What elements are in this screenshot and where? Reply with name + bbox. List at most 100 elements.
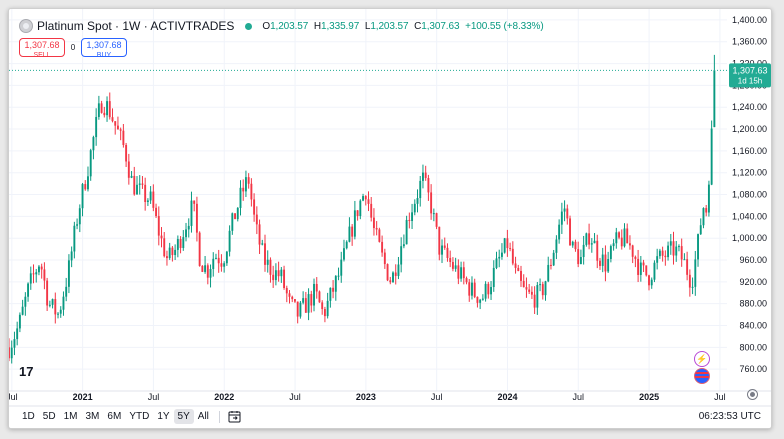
tradingview-logo[interactable]: 17 [19,364,34,379]
candle-body[interactable] [198,232,201,266]
range-1y[interactable]: 1Y [157,411,170,422]
candle-body[interactable] [70,251,73,261]
candle-body[interactable] [125,144,128,162]
candle-body[interactable] [122,130,125,145]
candle-body[interactable] [514,263,517,268]
buy-button[interactable]: 1,307.68 BUY [81,38,127,59]
candle-body[interactable] [699,225,702,235]
calendar-goto-icon[interactable] [228,410,241,423]
candle-body[interactable] [187,225,190,230]
candle-body[interactable] [204,265,207,272]
candle-body[interactable] [691,286,694,288]
candle-body[interactable] [114,121,117,126]
candle-body[interactable] [416,198,419,204]
candle-body[interactable] [411,212,414,221]
candle-body[interactable] [111,117,114,122]
candle-body[interactable] [166,256,168,259]
candle-body[interactable] [710,128,713,185]
candle-body[interactable] [73,225,76,252]
candle-body[interactable] [372,217,375,229]
candle-body[interactable] [422,172,424,181]
candle-body[interactable] [446,247,449,258]
candle-body[interactable] [555,239,558,253]
candle-body[interactable] [702,208,705,226]
candle-body[interactable] [65,286,68,297]
candle-body[interactable] [495,258,498,268]
candle-body[interactable] [389,280,392,283]
candle-body[interactable] [244,177,247,192]
candle-body[interactable] [669,241,672,246]
candle-body[interactable] [451,261,454,269]
candle-body[interactable] [552,252,555,266]
candle-body[interactable] [678,246,680,248]
candle-body[interactable] [89,150,92,177]
candle-body[interactable] [536,285,539,308]
candle-body[interactable] [400,246,403,265]
candle-body[interactable] [517,267,520,271]
candle-body[interactable] [152,191,155,208]
candle-body[interactable] [569,218,571,246]
candle-body[interactable] [476,296,479,303]
candle-body[interactable] [427,178,430,193]
candle-body[interactable] [571,241,574,246]
candle-body[interactable] [304,298,307,313]
candle-body[interactable] [639,262,642,275]
candle-body[interactable] [500,252,503,257]
candle-body[interactable] [92,137,95,151]
candle-body[interactable] [334,276,337,292]
candle-body[interactable] [236,207,239,220]
candle-body[interactable] [119,129,122,131]
candle-body[interactable] [48,304,51,306]
candle-body[interactable] [239,187,242,208]
candle-body[interactable] [667,245,670,258]
candle-body[interactable] [443,245,446,248]
candle-body[interactable] [266,259,269,265]
candle-body[interactable] [593,240,596,244]
candle-body[interactable] [133,175,136,195]
candle-body[interactable] [217,257,220,264]
candle-body[interactable] [628,243,631,246]
candle-body[interactable] [348,226,351,242]
candle-body[interactable] [157,216,160,236]
candle-body[interactable] [13,339,16,348]
market-status-icon[interactable] [245,22,253,30]
candle-body[interactable] [106,101,108,116]
candle-body[interactable] [370,203,373,218]
candle-body[interactable] [149,191,152,201]
range-3m[interactable]: 3M [85,411,100,422]
candle-body[interactable] [299,302,302,317]
candle-body[interactable] [609,246,612,259]
candle-body[interactable] [356,210,359,217]
candle-body[interactable] [558,224,561,240]
range-ytd[interactable]: YTD [129,411,150,422]
candle-body[interactable] [302,298,305,303]
candle-body[interactable] [127,161,130,178]
candle-body[interactable] [67,260,70,287]
candle-body[interactable] [95,116,98,138]
candle-body[interactable] [626,228,629,244]
range-5y[interactable]: 5Y [173,409,194,424]
candle-body[interactable] [435,213,438,227]
candle-body[interactable] [631,245,634,257]
candle-body[interactable] [590,243,593,245]
price-badge[interactable] [729,63,771,88]
candle-body[interactable] [686,259,689,275]
candle-body[interactable] [195,203,198,233]
candle-body[interactable] [174,249,177,256]
candle-body[interactable] [441,245,443,255]
candle-body[interactable] [509,248,512,250]
candle-body[interactable] [76,224,79,226]
candle-body[interactable] [46,280,49,306]
candle-body[interactable] [381,241,384,253]
candle-body[interactable] [539,284,542,286]
candle-body[interactable] [176,239,179,250]
candle-body[interactable] [541,284,544,296]
candle-body[interactable] [656,256,659,263]
candle-body[interactable] [78,208,81,225]
candle-body[interactable] [209,268,212,278]
candle-body[interactable] [10,347,13,359]
lightning-icon[interactable]: ⚡ [694,351,710,367]
candle-body[interactable] [136,184,138,195]
candle-body[interactable] [332,287,335,292]
candle-body[interactable] [544,281,547,296]
